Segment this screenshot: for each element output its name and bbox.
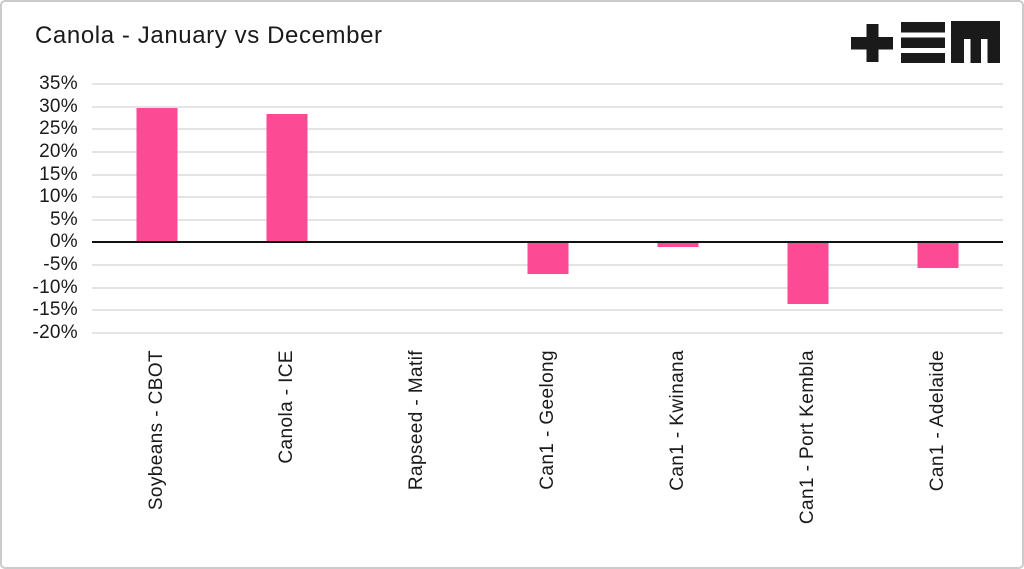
bar-can1-geelong: [527, 242, 568, 274]
y-tick-label: 15%: [39, 163, 78, 185]
y-axis: 35% 30% 25% 20% 15% 10% 5% 0% -5% -10% -15% -20%: [2, 73, 78, 343]
x-axis-labels: Soybeans - CBOT Canola - ICE Rapseed - Mat…: [92, 350, 1003, 564]
y-tick-label: 20%: [39, 140, 78, 162]
bar-can1-adelaide: [917, 242, 959, 269]
gridline: [92, 105, 1003, 108]
y-tick-label: -20%: [32, 322, 78, 343]
gridline: [92, 150, 1003, 153]
y-tick-label: 0%: [49, 231, 78, 253]
x-label-text: Soybeans - CBOT: [146, 350, 168, 511]
x-label-soybeans-cbot: Soybeans - CBOT: [146, 350, 168, 515]
x-label-rapseed-matif: Rapseed - Matif: [406, 350, 428, 495]
gridline: [92, 128, 1003, 131]
y-tick-label: -15%: [32, 299, 78, 321]
tem-logo-glyphs: [851, 21, 1000, 63]
gridline: [92, 332, 1003, 334]
x-label-can1-adelaide: Can1 - Adelaide: [927, 350, 949, 496]
gridline: [92, 286, 1003, 289]
y-tick-label: 10%: [39, 186, 78, 208]
x-label-canola-ice: Canola - ICE: [276, 350, 298, 469]
x-label-text: Can1 - Kwinana: [666, 350, 688, 491]
tem-logo-icon: [851, 21, 1000, 63]
x-label-can1-port-kembla: Can1 - Port Kembla: [797, 350, 819, 529]
x-label-text: Can1 - Geelong: [536, 350, 558, 490]
bar-can1-kwinana: [657, 242, 699, 247]
x-label-text: Can1 - Adelaide: [926, 350, 948, 492]
gridline: [92, 83, 1003, 85]
zero-axis-line: [92, 241, 1003, 244]
bar-canola-ice: [266, 113, 308, 243]
x-label-can1-kwinana: Can1 - Kwinana: [667, 350, 689, 496]
gridline: [92, 173, 1003, 176]
chart-title: Canola - January vs December: [35, 22, 383, 49]
y-tick-label: 30%: [39, 95, 78, 117]
x-label-can1-geelong: Can1 - Geelong: [537, 350, 559, 495]
bar-soybeans-cbot: [136, 107, 178, 243]
gridline: [92, 218, 1003, 221]
plot-area: [92, 83, 1003, 334]
gridline: [92, 196, 1003, 199]
y-tick-label: 25%: [39, 118, 78, 140]
y-tick-label: -10%: [32, 276, 78, 298]
x-label-text: Rapseed - Matif: [406, 350, 428, 491]
y-tick-label: 5%: [49, 208, 78, 230]
y-tick-label: 35%: [39, 73, 78, 94]
bar-can1-port-kembla: [787, 242, 829, 305]
y-tick-label: -5%: [43, 254, 78, 276]
x-label-text: Can1 - Port Kembla: [796, 350, 818, 525]
gridline: [92, 309, 1003, 312]
x-label-text: Canola - ICE: [276, 350, 298, 464]
